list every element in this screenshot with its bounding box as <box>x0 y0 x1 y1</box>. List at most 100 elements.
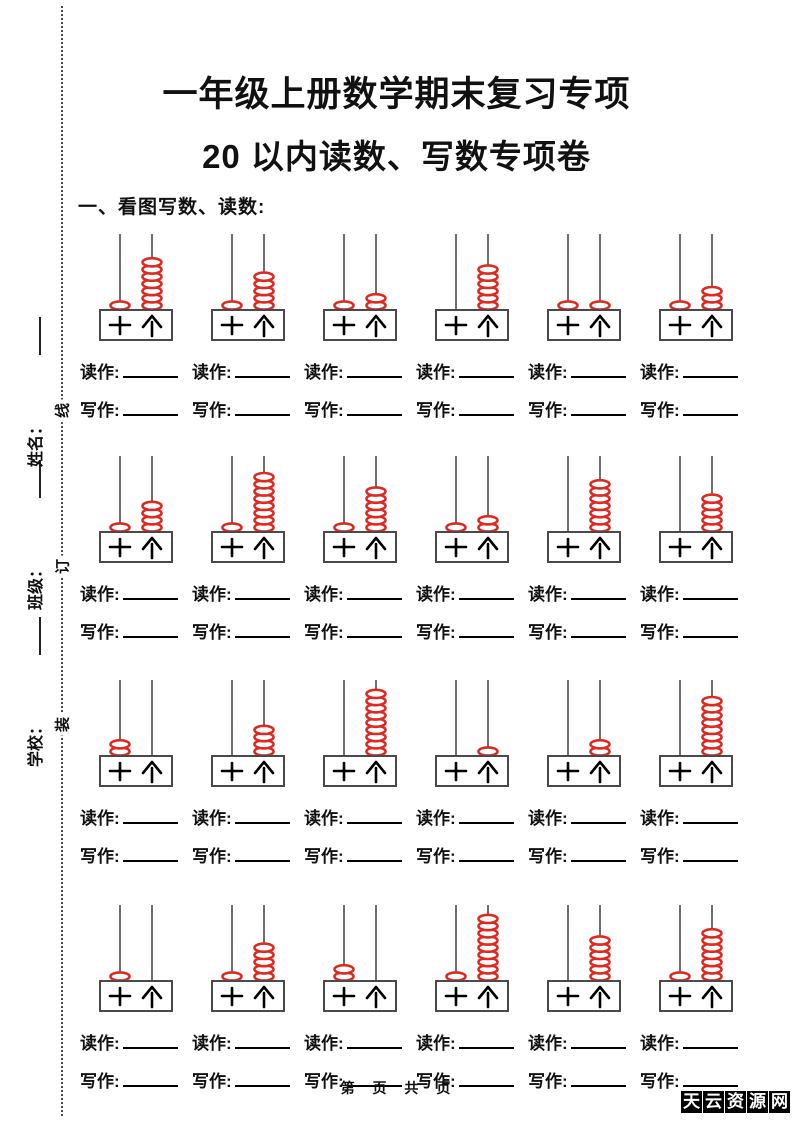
read-answer-blank <box>234 585 290 600</box>
abacus-figure <box>435 680 509 787</box>
write-line: 写作: <box>80 842 190 867</box>
write-line: 写作: <box>640 618 750 643</box>
read-answer-blank <box>122 585 178 600</box>
read-answer-blank <box>458 363 514 378</box>
abacus-problem: 读作: 写作: <box>302 230 414 421</box>
ones-symbol <box>141 760 163 784</box>
read-line: 读作: <box>640 1029 750 1054</box>
read-line: 读作: <box>528 1029 638 1054</box>
abacus-row: 读作: 写作: 读作: 写作: 读作: 写作: <box>78 452 750 643</box>
abacus-figure <box>659 680 733 787</box>
ones-symbol <box>701 985 723 1009</box>
read-label: 读作: <box>80 1034 120 1053</box>
watermark-char: 网 <box>769 1091 790 1113</box>
class-label: 班级： <box>28 561 45 610</box>
beads <box>477 264 499 311</box>
abacus-problem: 读作: 写作: <box>638 901 750 1092</box>
write-answer-blank <box>682 623 738 638</box>
beads <box>669 285 723 311</box>
page-number-footer: 第 页 共 页 <box>340 1080 453 1096</box>
ones-symbol <box>701 314 723 338</box>
read-line: 读作: <box>192 1029 302 1054</box>
write-line: 写作: <box>304 396 414 421</box>
abacus-figure <box>547 456 621 563</box>
ones-symbol <box>253 314 275 338</box>
write-label: 写作: <box>80 623 120 642</box>
write-label: 写作: <box>528 847 568 866</box>
tens-symbol <box>332 315 356 336</box>
tens-symbol <box>668 537 692 558</box>
write-answer-blank <box>346 401 402 416</box>
read-answer-blank <box>682 809 738 824</box>
tens-symbol <box>220 986 244 1007</box>
ones-symbol <box>589 314 611 338</box>
read-label: 读作: <box>528 585 568 604</box>
abacus-problem: 读作: 写作: <box>414 452 526 643</box>
write-label: 写作: <box>80 1072 120 1091</box>
abacus-figure <box>547 234 621 341</box>
beads <box>109 500 163 533</box>
abacus-figure <box>323 234 397 341</box>
watermark-char: 云 <box>703 1091 724 1113</box>
tens-symbol <box>220 761 244 782</box>
read-answer-blank <box>346 809 402 824</box>
read-label: 读作: <box>640 363 680 382</box>
write-answer-blank <box>682 847 738 862</box>
abacus-figure <box>211 234 285 341</box>
page-subtitle: 20 以内读数、写数专项卷 <box>202 138 591 175</box>
abacus-problem: 读作: 写作: <box>190 676 302 867</box>
write-answer-blank <box>122 847 178 862</box>
abacus-problem: 读作: 写作: <box>190 230 302 421</box>
school-label: 学校： <box>28 718 45 767</box>
write-label: 写作: <box>80 401 120 420</box>
write-answer-blank <box>346 623 402 638</box>
tens-symbol <box>668 986 692 1007</box>
abacus-problem: 读作: 写作: <box>526 452 638 643</box>
read-line: 读作: <box>304 1029 414 1054</box>
tens-symbol <box>220 537 244 558</box>
write-answer-blank <box>682 1072 738 1087</box>
read-label: 读作: <box>528 1034 568 1053</box>
beads <box>253 724 275 757</box>
write-label: 写作: <box>304 401 344 420</box>
read-answer-blank <box>234 809 290 824</box>
write-label: 写作: <box>640 401 680 420</box>
write-line: 写作: <box>640 1067 750 1092</box>
read-label: 读作: <box>80 363 120 382</box>
tens-symbol <box>556 537 580 558</box>
tens-symbol <box>556 315 580 336</box>
abacus-problem: 读作: 写作: <box>190 452 302 643</box>
ones-symbol <box>365 985 387 1009</box>
write-answer-blank <box>122 1072 178 1087</box>
abacus-figure <box>99 905 173 1012</box>
write-line: 写作: <box>192 842 302 867</box>
ones-symbol <box>365 536 387 560</box>
write-line: 写作: <box>80 1067 190 1092</box>
write-label: 写作: <box>640 847 680 866</box>
watermark-char: 天 <box>681 1091 702 1113</box>
abacus-row: 读作: 写作: 读作: 写作: 读作: 写作: <box>78 901 750 1092</box>
write-label: 写作: <box>416 847 456 866</box>
read-line: 读作: <box>192 580 302 605</box>
ones-symbol <box>365 760 387 784</box>
read-answer-blank <box>458 809 514 824</box>
read-answer-blank <box>570 585 626 600</box>
write-label: 写作: <box>304 847 344 866</box>
abacus-problem: 读作: 写作: <box>414 230 526 421</box>
write-label: 写作: <box>304 623 344 642</box>
write-label: 写作: <box>192 1072 232 1091</box>
write-line: 写作: <box>304 618 414 643</box>
beads <box>701 695 723 757</box>
read-label: 读作: <box>416 809 456 828</box>
tens-symbol <box>556 986 580 1007</box>
read-line: 读作: <box>528 804 638 829</box>
write-label: 写作: <box>416 401 456 420</box>
write-answer-blank <box>234 847 290 862</box>
tens-symbol <box>668 761 692 782</box>
write-line: 写作: <box>640 396 750 421</box>
beads <box>333 486 387 533</box>
beads <box>445 514 499 533</box>
school-field: 学校： <box>22 616 46 767</box>
tens-symbol <box>332 537 356 558</box>
